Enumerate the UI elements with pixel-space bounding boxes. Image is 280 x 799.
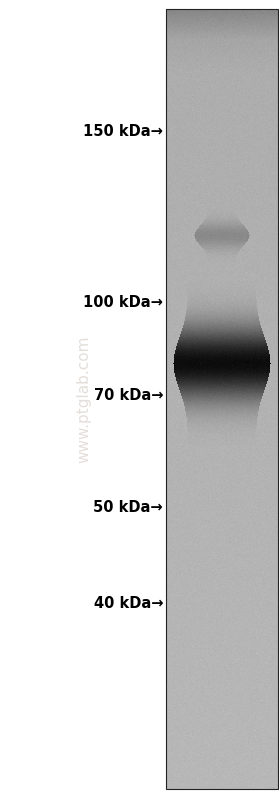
- Text: 50 kDa→: 50 kDa→: [93, 500, 163, 515]
- Text: 70 kDa→: 70 kDa→: [94, 388, 163, 403]
- Text: 150 kDa→: 150 kDa→: [83, 125, 163, 139]
- Bar: [166, 9, 278, 789]
- Text: 40 kDa→: 40 kDa→: [94, 596, 163, 610]
- Text: www.ptglab.com: www.ptglab.com: [76, 336, 92, 463]
- Text: 100 kDa→: 100 kDa→: [83, 295, 163, 309]
